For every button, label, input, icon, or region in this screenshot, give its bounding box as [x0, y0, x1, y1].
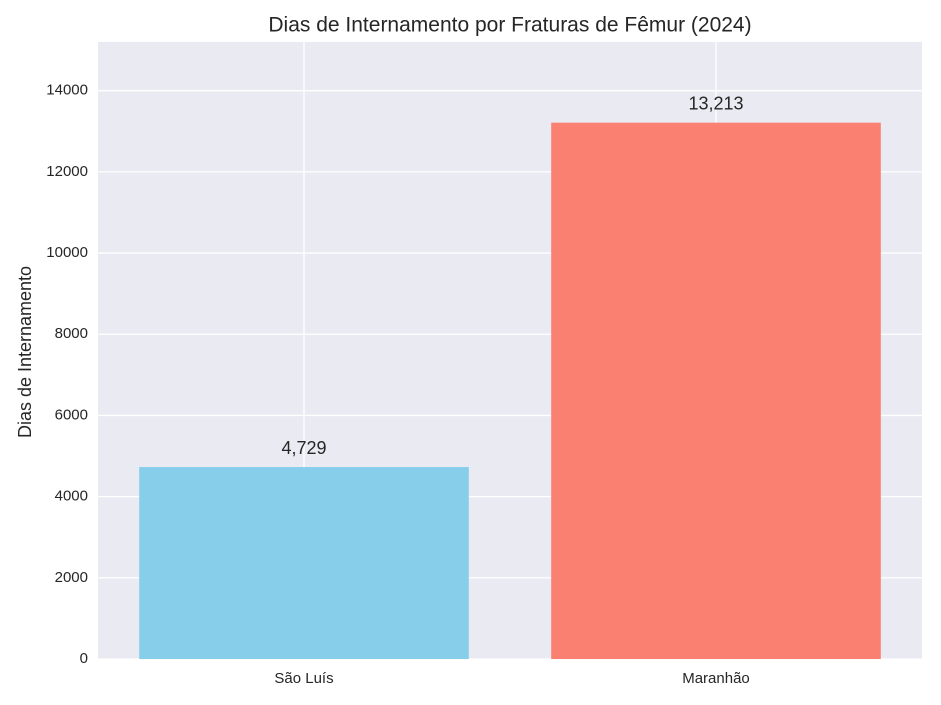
x-tick-label: São Luís: [274, 670, 333, 687]
bar: [139, 467, 469, 659]
y-tick-label: 10000: [46, 244, 88, 261]
value-label: 4,729: [281, 438, 326, 458]
y-tick-label: 14000: [46, 82, 88, 99]
chart-title: Dias de Internamento por Fraturas de Fêm…: [268, 14, 751, 37]
y-tick-label: 12000: [46, 163, 88, 180]
y-tick-label: 2000: [55, 569, 88, 586]
y-tick-label: 0: [80, 650, 88, 667]
x-tick-label: Maranhão: [682, 670, 750, 687]
y-tick-label: 6000: [55, 406, 88, 423]
y-tick-label: 8000: [55, 325, 88, 342]
value-label: 13,213: [688, 93, 743, 113]
bar: [551, 122, 881, 660]
y-axis-label: Dias de Internamento: [15, 266, 35, 438]
y-tick-label: 4000: [55, 488, 88, 505]
